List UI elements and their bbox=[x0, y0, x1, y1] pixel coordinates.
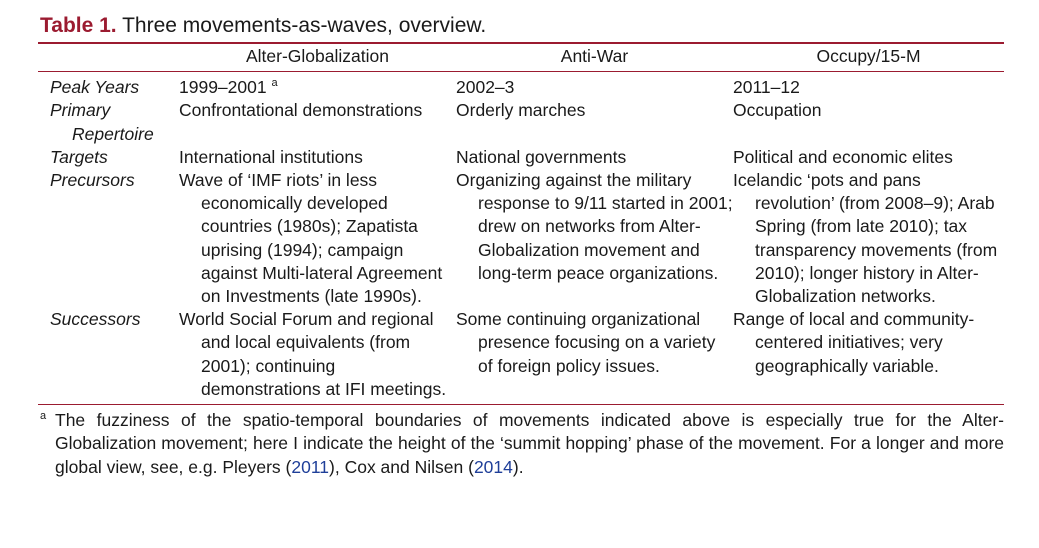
table-cell: National governments bbox=[456, 146, 627, 167]
caption-text: Three movements-as-waves, overview. bbox=[122, 14, 487, 37]
row-label-primary-repertoire: Primary Repertoire bbox=[50, 100, 154, 144]
table-caption: Table 1. Three movements-as-waves, overv… bbox=[40, 12, 1004, 40]
table-row: Targets International institutions Natio… bbox=[38, 146, 1004, 169]
footnote-text: ). bbox=[512, 456, 524, 477]
table-row: Precursors Wave of ‘IMF riots’ in less e… bbox=[38, 169, 1004, 308]
table-cell: Political and economic elites bbox=[733, 146, 953, 167]
table-cell: 2002–3 bbox=[456, 77, 515, 98]
row-label-targets: Targets bbox=[50, 146, 108, 167]
row-label-precursors: Precursors bbox=[50, 170, 135, 191]
table-cell: Range of local and community-centered in… bbox=[733, 309, 975, 376]
table-cell: Occupation bbox=[733, 100, 822, 121]
table-cell: Icelandic ‘pots and pans revolution’ (fr… bbox=[733, 170, 998, 307]
table-cell: 1999–2001 a bbox=[179, 77, 278, 98]
table-cell: 2011–12 bbox=[733, 77, 800, 98]
caption-label: Table 1. bbox=[40, 14, 117, 37]
row-label-peak-years: Peak Years bbox=[50, 77, 140, 98]
row-label-successors: Successors bbox=[50, 309, 141, 330]
table-figure: Table 1. Three movements-as-waves, overv… bbox=[38, 12, 1004, 479]
table-cell: Wave of ‘IMF riots’ in less economically… bbox=[179, 170, 443, 307]
footnote-marker: a bbox=[271, 77, 278, 90]
header-anti-war: Anti-War bbox=[456, 44, 733, 73]
table-cell: Some continuing organizational presence … bbox=[456, 309, 716, 376]
footnote-text: ), Cox and Nilsen ( bbox=[329, 456, 474, 477]
table-cell: Confrontational demonstrations bbox=[179, 100, 423, 121]
citation-link-pleyers[interactable]: 2011 bbox=[291, 456, 330, 477]
table-footnote: a The fuzziness of the spatio-temporal b… bbox=[38, 409, 1004, 479]
table-cell: Organizing against the military response… bbox=[456, 170, 733, 283]
header-cell-empty bbox=[38, 44, 179, 73]
top-rule bbox=[38, 42, 1004, 44]
header-occupy: Occupy/15-M bbox=[733, 44, 1004, 73]
table-row: Peak Years 1999–2001 a 2002–3 2011–12 bbox=[38, 72, 1004, 100]
footnote-mark: a bbox=[40, 410, 47, 423]
footnote-text: The fuzziness of the spatio-temporal bou… bbox=[55, 410, 1004, 477]
citation-link-cox-nilsen[interactable]: 2014 bbox=[473, 456, 513, 477]
bottom-rule bbox=[38, 404, 1004, 406]
table-cell: Orderly marches bbox=[456, 100, 586, 121]
data-table: Alter-Globalization Anti-War Occupy/15-M… bbox=[38, 44, 1004, 404]
table-row: Successors World Social Forum and region… bbox=[38, 308, 1004, 404]
table-row: Primary Repertoire Confrontational demon… bbox=[38, 99, 1004, 145]
table-cell: World Social Forum and regional and loca… bbox=[179, 309, 447, 399]
header-alter-globalization: Alter-Globalization bbox=[179, 44, 456, 73]
table-cell: International institutions bbox=[179, 146, 363, 167]
header-row: Alter-Globalization Anti-War Occupy/15-M bbox=[38, 44, 1004, 73]
